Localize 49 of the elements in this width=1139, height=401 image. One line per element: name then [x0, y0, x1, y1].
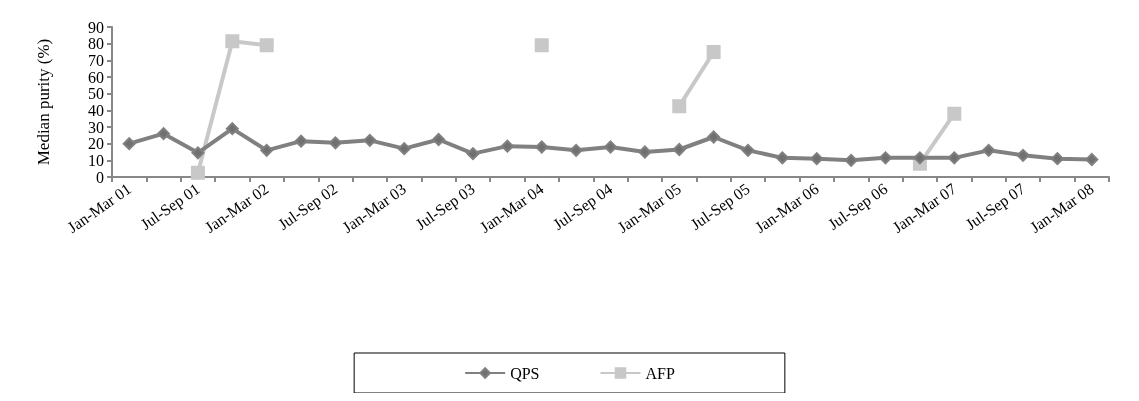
point: [913, 151, 927, 165]
y-tick-label: 50: [88, 85, 104, 103]
point: [706, 45, 721, 59]
y-tick-label: 10: [88, 151, 104, 169]
y-tick-label: 80: [88, 35, 104, 53]
point: [1050, 152, 1064, 166]
point: [844, 153, 858, 167]
point: [982, 143, 996, 157]
y-tick-label: 60: [88, 68, 104, 86]
point: [879, 151, 893, 165]
point: [191, 146, 205, 160]
point: [569, 143, 583, 157]
point: [638, 145, 652, 159]
y-tick-label: 20: [88, 135, 104, 153]
point: [534, 38, 549, 53]
y-tick-label: 70: [88, 51, 104, 69]
point: [259, 38, 274, 53]
point: [294, 134, 308, 148]
point: [1016, 148, 1030, 162]
point: [672, 143, 686, 156]
point: [190, 165, 205, 180]
legend-label: AFP: [645, 364, 675, 382]
point: [707, 130, 721, 144]
point: [225, 34, 240, 49]
point: [363, 133, 377, 147]
point: [260, 143, 274, 157]
point: [397, 142, 411, 156]
y-tick-label: 0: [96, 168, 104, 186]
point: [535, 140, 549, 154]
point: [947, 106, 962, 121]
legend-label: QPS: [510, 364, 540, 382]
point: [775, 151, 789, 165]
point: [157, 127, 171, 141]
point: [466, 147, 480, 161]
point: [947, 151, 961, 165]
y-tick-label: 30: [88, 118, 104, 136]
point: [810, 152, 824, 166]
y-axis-title: Median purity (%): [34, 38, 53, 166]
point: [741, 143, 755, 157]
point: [328, 136, 342, 150]
point: [672, 99, 687, 114]
point: [225, 122, 239, 136]
point: [432, 133, 446, 146]
point: [604, 140, 617, 154]
y-tick-label: 90: [88, 18, 104, 36]
point: [122, 137, 136, 151]
point: [1085, 153, 1099, 166]
y-tick-label: 40: [88, 101, 104, 119]
point: [500, 139, 514, 153]
